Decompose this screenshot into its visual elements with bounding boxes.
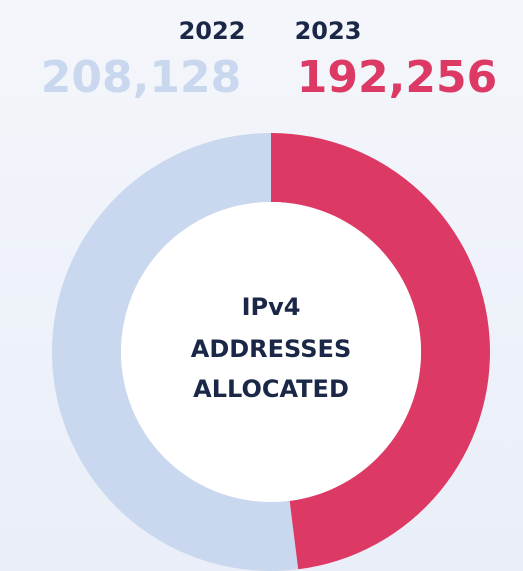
donut-segment [271,133,490,570]
year-label: 2022 [179,17,246,45]
year-label: 2023 [295,17,362,45]
donut-hole [121,202,421,502]
center-label: ADDRESSES [191,335,351,363]
donut-segment [51,133,299,571]
center-label: ALLOCATED [193,375,349,403]
value-label: 208,128 [41,52,241,103]
value-label: 192,256 [297,52,497,103]
center-label: IPv4 [242,293,301,321]
